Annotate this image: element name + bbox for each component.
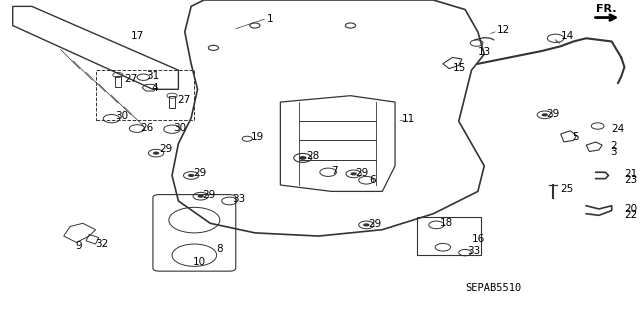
Text: 6: 6: [369, 175, 376, 185]
Text: 10: 10: [193, 257, 205, 267]
Text: 21: 21: [624, 169, 637, 179]
Text: 33: 33: [232, 194, 246, 204]
Text: 14: 14: [561, 31, 574, 41]
Circle shape: [541, 113, 548, 116]
Text: 12: 12: [497, 25, 510, 35]
Text: 29: 29: [203, 190, 216, 200]
Text: 29: 29: [193, 168, 206, 178]
Text: 33: 33: [467, 246, 480, 256]
Text: 7: 7: [332, 166, 338, 176]
Bar: [417, 217, 481, 255]
Text: 3: 3: [611, 147, 617, 158]
Text: 2: 2: [611, 141, 617, 151]
Circle shape: [351, 172, 357, 175]
Text: 13: 13: [478, 47, 491, 57]
Text: 30: 30: [173, 123, 186, 133]
Circle shape: [299, 156, 307, 160]
Text: 18: 18: [440, 218, 453, 228]
Text: 9: 9: [75, 241, 82, 251]
Bar: [115, 76, 121, 87]
Text: 16: 16: [472, 234, 484, 244]
Text: FR.: FR.: [596, 4, 616, 14]
Text: 26: 26: [140, 122, 154, 133]
Text: 8: 8: [216, 244, 223, 255]
Text: 29: 29: [368, 219, 381, 229]
Text: 24: 24: [612, 124, 625, 134]
Text: 32: 32: [95, 239, 109, 249]
Text: 29: 29: [356, 168, 369, 178]
Text: 23: 23: [624, 175, 637, 185]
Text: 30: 30: [115, 111, 128, 121]
Text: 27: 27: [124, 74, 138, 85]
Text: 22: 22: [624, 210, 637, 220]
Text: 29: 29: [159, 144, 173, 154]
Text: 29: 29: [547, 109, 560, 119]
Text: SEPAB5510: SEPAB5510: [465, 284, 522, 293]
Text: 5: 5: [572, 131, 579, 142]
Text: 25: 25: [560, 184, 573, 195]
Circle shape: [363, 223, 369, 226]
Bar: [169, 96, 175, 108]
Circle shape: [153, 152, 159, 155]
Circle shape: [198, 195, 204, 198]
Circle shape: [188, 174, 195, 177]
Text: 31: 31: [147, 71, 160, 81]
Text: 20: 20: [624, 204, 637, 214]
Text: 27: 27: [177, 95, 190, 106]
Text: 19: 19: [251, 131, 264, 142]
Text: 15: 15: [452, 63, 466, 73]
Text: 28: 28: [306, 151, 319, 161]
Text: 17: 17: [131, 31, 144, 41]
Text: 4: 4: [151, 83, 157, 93]
Text: 11: 11: [401, 114, 415, 124]
Text: 1: 1: [266, 13, 273, 24]
